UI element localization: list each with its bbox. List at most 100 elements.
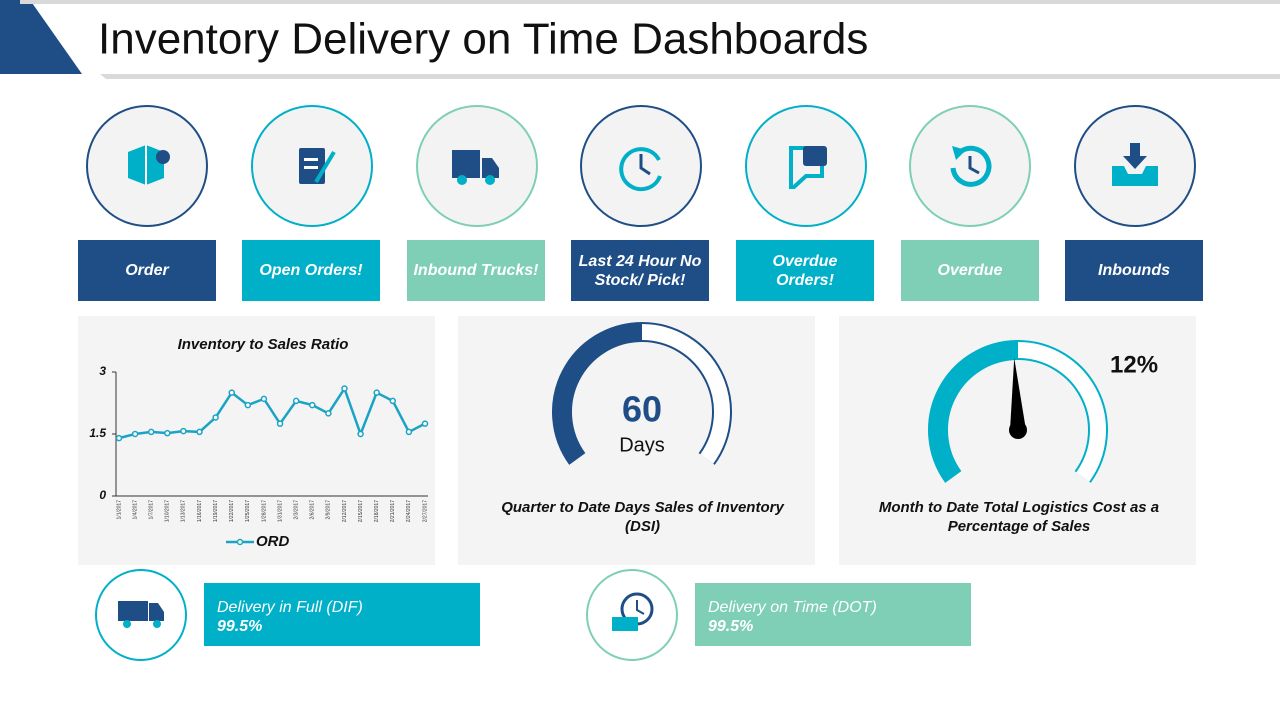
clipboard-line xyxy=(304,158,318,161)
stat-icons xyxy=(95,569,678,661)
tile: Inbound Trucks! xyxy=(407,240,545,301)
tile: Overdue Orders! xyxy=(736,240,874,301)
history-icon xyxy=(950,145,992,187)
x-tick-label: 2/3/2017 xyxy=(293,500,299,520)
point xyxy=(325,410,332,417)
point xyxy=(196,428,203,436)
point xyxy=(260,395,268,403)
point xyxy=(357,430,364,438)
point xyxy=(212,414,219,421)
x-tick-label: 2/6/2017 xyxy=(310,500,316,520)
panel xyxy=(78,316,435,565)
point xyxy=(309,401,316,409)
wheel xyxy=(123,620,131,628)
x-tick-label: 2/15/2017 xyxy=(358,500,364,522)
point xyxy=(341,385,348,392)
wheel xyxy=(153,620,161,628)
clock-icon xyxy=(619,147,662,192)
point xyxy=(228,389,235,396)
tile: Overdue xyxy=(901,240,1039,301)
gauge-value: 12% xyxy=(1110,351,1158,378)
gauge-unit: Days xyxy=(619,434,665,456)
chart-title: Inventory to Sales Ratio xyxy=(178,336,349,353)
gauge-caption: Month to Date Total Logistics Cost as a … xyxy=(878,499,1160,535)
x-tick-label: 1/1/2017 xyxy=(116,500,122,520)
van-icon xyxy=(612,617,638,631)
gauge-value: 60 xyxy=(622,389,662,430)
gauge-caption: Quarter to Date Days Sales of Inventory … xyxy=(501,499,784,535)
caption-box: Quarter to Date Days Sales of Inventory … xyxy=(501,499,784,535)
inbox-icon xyxy=(1112,166,1158,186)
x-tick-label: 1/10/2017 xyxy=(165,500,171,522)
x-tick-label: 1/28/2017 xyxy=(261,500,267,522)
point xyxy=(164,429,171,437)
point xyxy=(180,427,187,435)
legend-label: ORD xyxy=(256,533,290,550)
check-icon xyxy=(156,150,170,164)
x-tick-label: 1/22/2017 xyxy=(229,500,235,522)
point xyxy=(421,420,429,427)
x-tick-label: 2/9/2017 xyxy=(326,500,332,520)
stat-box: Delivery in Full (DIF) 99.5% xyxy=(204,583,480,646)
truck-icon xyxy=(452,150,480,178)
gauge-track-inner xyxy=(1017,342,1106,482)
gauge-fill xyxy=(928,340,1019,483)
x-tick-label: 1/16/2017 xyxy=(197,500,203,522)
stat-circle xyxy=(586,569,678,661)
truck-cab xyxy=(149,603,164,621)
x-tick-label: 1/31/2017 xyxy=(277,500,283,522)
x-tick-label: 2/27/2017 xyxy=(422,500,428,522)
point xyxy=(292,397,300,405)
clock-hands xyxy=(639,154,651,176)
caption-box: Month to Date Total Logistics Cost as a … xyxy=(878,499,1160,535)
pen-icon xyxy=(314,150,336,184)
x-tick-label: 2/24/2017 xyxy=(406,500,412,522)
x-tick-label: 2/18/2017 xyxy=(374,500,380,522)
point xyxy=(389,397,397,405)
needle-hub xyxy=(1009,421,1027,439)
stat-box: Delivery on Time (DOT) 99.5% xyxy=(695,583,971,646)
clock-hands xyxy=(636,600,645,615)
point xyxy=(244,401,252,409)
truck-cab xyxy=(482,158,499,178)
point xyxy=(276,420,284,427)
point xyxy=(147,428,155,436)
tile: Inbounds xyxy=(1065,240,1203,301)
top-rule xyxy=(20,0,1280,4)
inbox-arrow xyxy=(1130,143,1140,157)
header-graphics: Inventory Delivery on Time Dashboards xyxy=(0,0,1280,227)
x-tick-label: 1/25/2017 xyxy=(245,500,251,522)
gauge-needle xyxy=(1010,358,1026,430)
x-tick-label: 1/7/2017 xyxy=(149,500,155,520)
point xyxy=(131,430,139,438)
chat-bubble xyxy=(803,146,827,166)
x-tick-label: 2/12/2017 xyxy=(342,500,348,522)
stat-value: 99.5% xyxy=(217,618,263,635)
truck-icon xyxy=(118,601,148,621)
y-tick-label: 1.5 xyxy=(89,426,106,440)
series-line xyxy=(118,385,426,440)
point xyxy=(373,389,380,396)
corner-triangle xyxy=(0,0,82,74)
tile: Open Orders! xyxy=(242,240,380,301)
point xyxy=(405,428,413,436)
inbox-arrowhead xyxy=(1123,156,1147,169)
history-arrow xyxy=(952,146,966,160)
point xyxy=(115,434,123,442)
stat-label: Delivery in Full (DIF) xyxy=(217,599,363,616)
x-tick-label: 1/13/2017 xyxy=(181,500,187,522)
legend-marker xyxy=(236,538,244,546)
wheel xyxy=(457,175,467,185)
clipboard-line xyxy=(304,166,318,169)
gauge-fill xyxy=(552,322,643,465)
gauge-track-inner xyxy=(641,324,730,464)
y-tick-label: 3 xyxy=(99,364,106,378)
stat-value: 99.5% xyxy=(708,618,754,635)
panel xyxy=(458,316,815,565)
icons xyxy=(128,143,1158,192)
tile: Last 24 Hour No Stock/ Pick! xyxy=(571,240,709,301)
tile: Order xyxy=(78,240,216,301)
history-hands xyxy=(968,156,980,175)
wheel xyxy=(485,175,495,185)
